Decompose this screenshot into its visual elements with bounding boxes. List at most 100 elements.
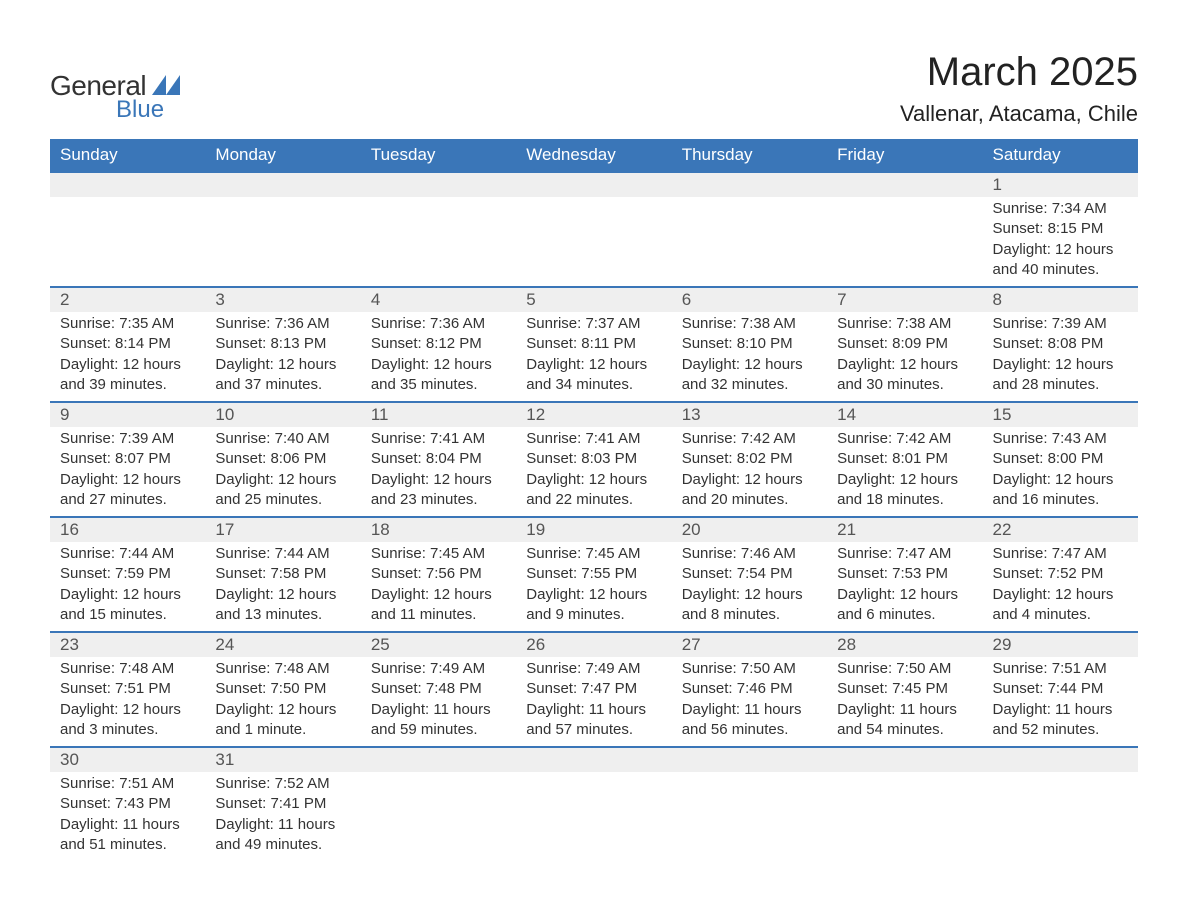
sunrise-text: Sunrise: 7:42 AM: [837, 429, 972, 449]
day-cell-body: Sunrise: 7:34 AMSunset: 8:15 PMDaylight:…: [983, 197, 1138, 287]
day-cell-header: 23: [50, 632, 205, 657]
day-number: 28: [827, 633, 982, 657]
day-cell-body: Sunrise: 7:49 AMSunset: 7:48 PMDaylight:…: [361, 657, 516, 747]
weekday-header: Saturday: [983, 139, 1138, 172]
empty-day-body: [361, 772, 516, 861]
sunrise-text: Sunrise: 7:49 AM: [371, 659, 506, 679]
day-cell-header: 27: [672, 632, 827, 657]
sunset-text: Sunset: 8:04 PM: [371, 449, 506, 469]
daylight-text: Daylight: 12 hours and 35 minutes.: [371, 355, 506, 396]
empty-day-body: [983, 772, 1138, 861]
daylight-text: Daylight: 12 hours and 22 minutes.: [526, 470, 661, 511]
day-cell-body: Sunrise: 7:48 AMSunset: 7:51 PMDaylight:…: [50, 657, 205, 747]
day-cell-header: 28: [827, 632, 982, 657]
day-cell-body: Sunrise: 7:51 AMSunset: 7:43 PMDaylight:…: [50, 772, 205, 861]
day-number: 11: [361, 403, 516, 427]
daylight-text: Daylight: 12 hours and 4 minutes.: [993, 585, 1128, 626]
daylight-text: Daylight: 12 hours and 37 minutes.: [215, 355, 350, 396]
day-number: 8: [983, 288, 1138, 312]
sunrise-text: Sunrise: 7:47 AM: [837, 544, 972, 564]
weekday-header: Sunday: [50, 139, 205, 172]
sunrise-text: Sunrise: 7:43 AM: [993, 429, 1128, 449]
brand-logo: General Blue: [50, 50, 180, 124]
day-cell-header: 29: [983, 632, 1138, 657]
week-data-row: Sunrise: 7:44 AMSunset: 7:59 PMDaylight:…: [50, 542, 1138, 632]
sunset-text: Sunset: 8:07 PM: [60, 449, 195, 469]
day-number: 7: [827, 288, 982, 312]
daylight-text: Daylight: 12 hours and 25 minutes.: [215, 470, 350, 511]
sunrise-text: Sunrise: 7:36 AM: [215, 314, 350, 334]
day-cell-header: 19: [516, 517, 671, 542]
weekday-header: Friday: [827, 139, 982, 172]
day-cell-header: 3: [205, 287, 360, 312]
sunset-text: Sunset: 8:15 PM: [993, 219, 1128, 239]
daylight-text: Daylight: 12 hours and 8 minutes.: [682, 585, 817, 626]
sunrise-text: Sunrise: 7:49 AM: [526, 659, 661, 679]
sunset-text: Sunset: 7:54 PM: [682, 564, 817, 584]
sunrise-text: Sunrise: 7:48 AM: [60, 659, 195, 679]
sunset-text: Sunset: 7:45 PM: [837, 679, 972, 699]
sunrise-text: Sunrise: 7:44 AM: [215, 544, 350, 564]
weekday-header: Thursday: [672, 139, 827, 172]
sunset-text: Sunset: 8:14 PM: [60, 334, 195, 354]
day-number: 30: [50, 748, 205, 772]
daylight-text: Daylight: 12 hours and 28 minutes.: [993, 355, 1128, 396]
day-data: Sunrise: 7:44 AMSunset: 7:59 PMDaylight:…: [50, 542, 205, 631]
day-data: Sunrise: 7:38 AMSunset: 8:10 PMDaylight:…: [672, 312, 827, 401]
empty-day-header: [516, 747, 671, 772]
day-cell-body: Sunrise: 7:44 AMSunset: 7:59 PMDaylight:…: [50, 542, 205, 632]
empty-day-body: [50, 197, 205, 287]
week-data-row: Sunrise: 7:39 AMSunset: 8:07 PMDaylight:…: [50, 427, 1138, 517]
header: General Blue March 2025 Vallenar, Atacam…: [50, 50, 1138, 127]
day-cell-body: Sunrise: 7:48 AMSunset: 7:50 PMDaylight:…: [205, 657, 360, 747]
sunrise-text: Sunrise: 7:34 AM: [993, 199, 1128, 219]
day-data: Sunrise: 7:34 AMSunset: 8:15 PMDaylight:…: [983, 197, 1138, 286]
sunrise-text: Sunrise: 7:35 AM: [60, 314, 195, 334]
week-daynum-row: 23242526272829: [50, 632, 1138, 657]
day-number: 6: [672, 288, 827, 312]
day-data: Sunrise: 7:47 AMSunset: 7:53 PMDaylight:…: [827, 542, 982, 631]
daylight-text: Daylight: 11 hours and 54 minutes.: [837, 700, 972, 741]
sunset-text: Sunset: 8:10 PM: [682, 334, 817, 354]
day-cell-body: Sunrise: 7:37 AMSunset: 8:11 PMDaylight:…: [516, 312, 671, 402]
day-cell-body: Sunrise: 7:41 AMSunset: 8:03 PMDaylight:…: [516, 427, 671, 517]
empty-day-body: [827, 772, 982, 861]
sunset-text: Sunset: 8:06 PM: [215, 449, 350, 469]
day-data: Sunrise: 7:41 AMSunset: 8:03 PMDaylight:…: [516, 427, 671, 516]
empty-day-body: [827, 197, 982, 287]
week-data-row: Sunrise: 7:35 AMSunset: 8:14 PMDaylight:…: [50, 312, 1138, 402]
month-title: March 2025: [900, 50, 1138, 95]
day-data: Sunrise: 7:39 AMSunset: 8:07 PMDaylight:…: [50, 427, 205, 516]
day-data: Sunrise: 7:43 AMSunset: 8:00 PMDaylight:…: [983, 427, 1138, 516]
daylight-text: Daylight: 11 hours and 57 minutes.: [526, 700, 661, 741]
day-data: Sunrise: 7:48 AMSunset: 7:51 PMDaylight:…: [50, 657, 205, 746]
day-cell-body: Sunrise: 7:39 AMSunset: 8:07 PMDaylight:…: [50, 427, 205, 517]
day-cell-header: 2: [50, 287, 205, 312]
daylight-text: Daylight: 12 hours and 9 minutes.: [526, 585, 661, 626]
day-cell-body: Sunrise: 7:50 AMSunset: 7:45 PMDaylight:…: [827, 657, 982, 747]
day-number: 26: [516, 633, 671, 657]
day-number: 31: [205, 748, 360, 772]
day-data: Sunrise: 7:45 AMSunset: 7:55 PMDaylight:…: [516, 542, 671, 631]
daylight-text: Daylight: 12 hours and 27 minutes.: [60, 470, 195, 511]
day-number: 14: [827, 403, 982, 427]
day-cell-header: 5: [516, 287, 671, 312]
daylight-text: Daylight: 12 hours and 39 minutes.: [60, 355, 195, 396]
daylight-text: Daylight: 12 hours and 32 minutes.: [682, 355, 817, 396]
sunset-text: Sunset: 8:00 PM: [993, 449, 1128, 469]
sunset-text: Sunset: 8:08 PM: [993, 334, 1128, 354]
sunset-text: Sunset: 7:50 PM: [215, 679, 350, 699]
day-cell-header: 21: [827, 517, 982, 542]
sunset-text: Sunset: 8:02 PM: [682, 449, 817, 469]
day-number: 20: [672, 518, 827, 542]
day-data: Sunrise: 7:39 AMSunset: 8:08 PMDaylight:…: [983, 312, 1138, 401]
day-data: Sunrise: 7:47 AMSunset: 7:52 PMDaylight:…: [983, 542, 1138, 631]
day-data: Sunrise: 7:48 AMSunset: 7:50 PMDaylight:…: [205, 657, 360, 746]
day-number: 13: [672, 403, 827, 427]
day-data: Sunrise: 7:40 AMSunset: 8:06 PMDaylight:…: [205, 427, 360, 516]
day-number: 4: [361, 288, 516, 312]
day-data: Sunrise: 7:35 AMSunset: 8:14 PMDaylight:…: [50, 312, 205, 401]
weekday-header-row: SundayMondayTuesdayWednesdayThursdayFrid…: [50, 139, 1138, 172]
day-data: Sunrise: 7:46 AMSunset: 7:54 PMDaylight:…: [672, 542, 827, 631]
day-cell-header: 24: [205, 632, 360, 657]
